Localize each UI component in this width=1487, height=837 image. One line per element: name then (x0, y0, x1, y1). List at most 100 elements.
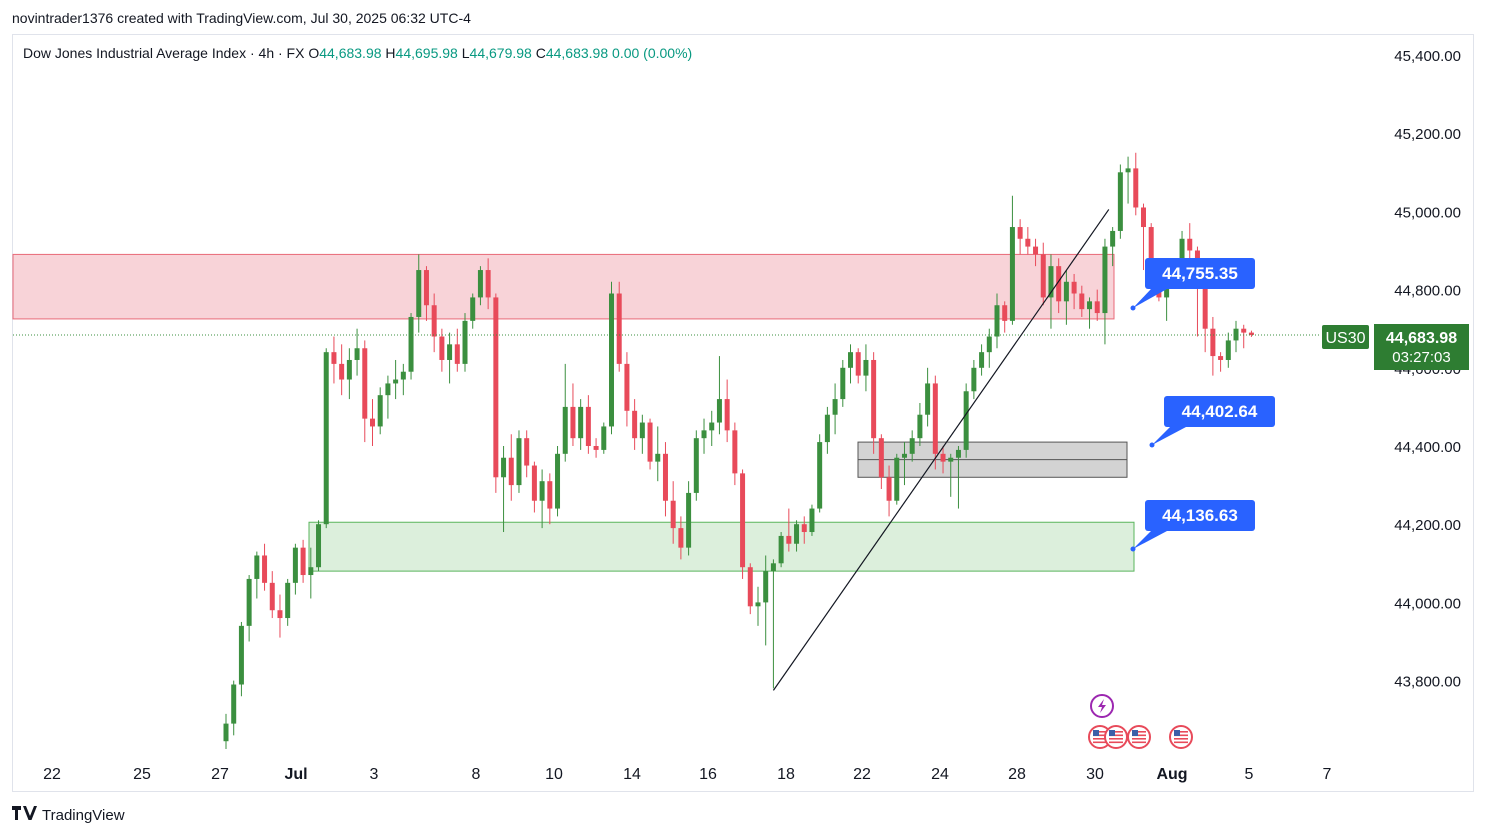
candle[interactable] (508, 434, 514, 501)
candle[interactable] (462, 313, 468, 372)
candle[interactable] (878, 434, 884, 490)
candle[interactable] (539, 469, 545, 529)
candle[interactable] (979, 344, 985, 376)
candle[interactable] (840, 359, 846, 407)
candle[interactable] (940, 446, 946, 474)
candle[interactable] (300, 539, 306, 583)
candle[interactable] (1241, 324, 1247, 349)
candle[interactable] (308, 547, 314, 599)
candle[interactable] (447, 332, 453, 384)
candle[interactable] (231, 680, 237, 736)
price-badge[interactable]: 44,683.98 03:27:03 (1374, 324, 1469, 370)
lightning-icon[interactable] (1090, 694, 1114, 718)
candle[interactable] (709, 410, 715, 446)
us-flag-event-icon[interactable] (1104, 725, 1128, 749)
candle[interactable] (416, 254, 422, 333)
candle[interactable] (1094, 289, 1100, 321)
candle[interactable] (223, 713, 229, 750)
price-callout[interactable]: 44,755.35 (1130, 258, 1256, 311)
candle[interactable] (1218, 352, 1224, 372)
candle[interactable] (423, 266, 429, 321)
candle[interactable] (740, 469, 746, 579)
candle[interactable] (824, 406, 830, 454)
candle[interactable] (454, 328, 460, 372)
candle[interactable] (1056, 258, 1062, 314)
candle[interactable] (624, 352, 630, 427)
candle[interactable] (1017, 219, 1023, 255)
candle[interactable] (901, 442, 907, 486)
candle[interactable] (632, 399, 638, 450)
trendline[interactable] (772, 209, 1110, 691)
candle[interactable] (1087, 297, 1093, 329)
candle[interactable] (639, 414, 645, 454)
candle[interactable] (1233, 320, 1239, 353)
candle[interactable] (809, 504, 815, 536)
candle[interactable] (316, 520, 322, 572)
candle[interactable] (362, 340, 368, 443)
us-flag-event-icon[interactable] (1127, 725, 1151, 749)
candle[interactable] (269, 571, 275, 619)
candle[interactable] (1102, 238, 1108, 345)
candle[interactable] (848, 344, 854, 384)
candle[interactable] (971, 359, 977, 400)
candle[interactable] (1009, 195, 1015, 325)
candle[interactable] (277, 594, 283, 638)
candle[interactable] (1071, 273, 1077, 310)
candle[interactable] (778, 532, 784, 568)
candle[interactable] (732, 422, 738, 486)
candle[interactable] (662, 442, 668, 517)
candle[interactable] (285, 578, 291, 626)
candle[interactable] (678, 516, 684, 560)
candle[interactable] (439, 328, 445, 372)
resistance-zone[interactable] (12, 253, 1115, 320)
candle[interactable] (501, 446, 507, 533)
candle[interactable] (346, 348, 352, 400)
candle[interactable] (570, 383, 576, 446)
candle[interactable] (1225, 332, 1231, 368)
candle[interactable] (871, 352, 877, 454)
candle[interactable] (686, 481, 692, 556)
candle[interactable] (369, 399, 375, 446)
price-callout[interactable]: 44,136.63 (1130, 500, 1256, 552)
candle[interactable] (477, 266, 483, 306)
candle[interactable] (894, 453, 900, 505)
candle[interactable] (339, 344, 345, 396)
candle[interactable] (716, 356, 722, 435)
candle[interactable] (254, 551, 260, 599)
candle[interactable] (393, 359, 399, 400)
candle[interactable] (238, 621, 244, 697)
candle[interactable] (331, 336, 337, 384)
candle[interactable] (770, 559, 776, 689)
support-zone[interactable] (308, 521, 1135, 572)
candle[interactable] (1110, 227, 1116, 267)
candle[interactable] (593, 438, 599, 458)
candle[interactable] (794, 520, 800, 552)
candle[interactable] (863, 344, 869, 392)
candle[interactable] (292, 543, 298, 595)
ticker-badge[interactable]: US30 (1322, 325, 1369, 349)
candle[interactable] (925, 367, 931, 427)
candle[interactable] (1187, 223, 1193, 259)
candle[interactable] (817, 434, 823, 513)
candle[interactable] (1210, 316, 1216, 376)
candle[interactable] (385, 375, 391, 419)
candle[interactable] (917, 402, 923, 446)
candle[interactable] (655, 426, 661, 482)
candle[interactable] (524, 430, 530, 478)
candle[interactable] (1063, 270, 1069, 325)
candle[interactable] (1079, 285, 1085, 317)
candle[interactable] (616, 281, 622, 372)
price-callout[interactable]: 44,402.64 (1149, 396, 1276, 448)
candle[interactable] (755, 586, 761, 626)
candle[interactable] (832, 383, 838, 435)
candle[interactable] (932, 375, 938, 470)
candle[interactable] (986, 328, 992, 368)
candle[interactable] (578, 399, 584, 450)
candle[interactable] (377, 387, 383, 435)
candle[interactable] (431, 293, 437, 353)
candle[interactable] (1025, 227, 1031, 255)
candle[interactable] (408, 313, 414, 380)
candle[interactable] (701, 418, 707, 454)
candle[interactable] (354, 328, 360, 376)
